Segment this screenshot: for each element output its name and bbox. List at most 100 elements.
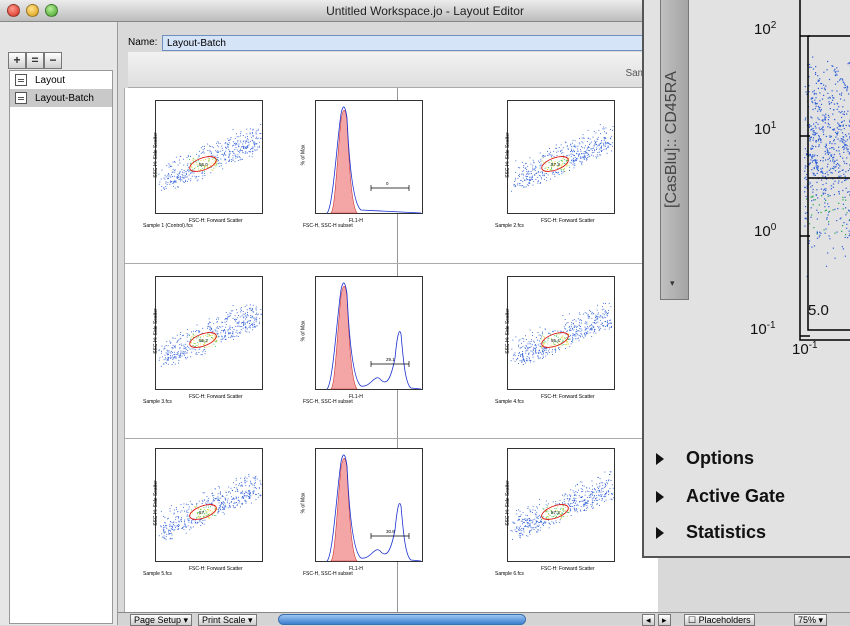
- scatter-point: [573, 140, 574, 141]
- scatter-point: [533, 350, 534, 351]
- scatter-point: [165, 186, 166, 187]
- scatter-point: [513, 523, 514, 524]
- y-axis-parameter-label[interactable]: [CasBlu]:: CD45RA: [663, 40, 687, 240]
- scatter-point: [588, 138, 589, 139]
- zoom-select[interactable]: 75% ▾: [794, 614, 827, 626]
- scatter-point: [813, 140, 814, 141]
- scatter-point: [193, 343, 194, 344]
- scatter-point: [569, 155, 570, 156]
- scatter-point: [573, 160, 574, 161]
- scatter-point: [226, 324, 227, 325]
- scatter-point: [598, 130, 599, 131]
- add-layout-button[interactable]: +: [8, 52, 26, 69]
- scatter-point: [567, 498, 568, 499]
- scatter-point: [816, 182, 817, 183]
- axis-selector[interactable]: [CasBlu]:: CD45RA ▾: [660, 0, 689, 300]
- scatter-point: [548, 518, 549, 519]
- scatter-point: [179, 355, 180, 356]
- scatter-point: [216, 164, 217, 165]
- scatter-point: [261, 495, 262, 496]
- scatter-point: [513, 355, 514, 356]
- scatter-point: [240, 141, 241, 142]
- scatter-point: [805, 167, 806, 168]
- scatter-point: [193, 331, 194, 332]
- scatter-point: [594, 141, 595, 142]
- scatter-point: [215, 515, 216, 516]
- scatter-point: [836, 75, 837, 76]
- scatter-point: [534, 348, 535, 349]
- scatter-point: [202, 501, 203, 502]
- plot-caption: Sample 1 (Control).fcs: [143, 223, 193, 229]
- layout-name-input[interactable]: [162, 35, 656, 51]
- scatter-point: [565, 171, 566, 172]
- layout-list-item[interactable]: Layout-Batch: [10, 89, 112, 107]
- scatter-point: [529, 180, 530, 181]
- options-disclosure[interactable]: Options: [656, 448, 754, 469]
- scatter-point: [588, 500, 589, 501]
- scroll-right-button[interactable]: ▸: [658, 614, 671, 626]
- scatter-point: [575, 498, 576, 499]
- scatter-point: [214, 515, 215, 516]
- remove-layout-button[interactable]: −: [44, 52, 62, 69]
- scatter-point: [556, 516, 557, 517]
- scatter-point: [518, 509, 519, 510]
- statistics-disclosure[interactable]: Statistics: [656, 522, 766, 543]
- scatter-point: [541, 518, 542, 519]
- scatter-point: [212, 339, 213, 340]
- placeholders-toggle[interactable]: ☐ Placeholders: [684, 614, 755, 626]
- scatter-point: [574, 155, 575, 156]
- scatter-point: [583, 153, 584, 154]
- scatter-point: [589, 330, 590, 331]
- scatter-point: [847, 149, 848, 150]
- scatter-point: [179, 160, 180, 161]
- print-scale-button[interactable]: Print Scale ▾: [198, 614, 257, 626]
- scatter-point: [221, 339, 222, 340]
- active-gate-disclosure[interactable]: Active Gate: [656, 486, 785, 507]
- cd45ra-dot-plot[interactable]: [798, 0, 850, 340]
- scatter-point: [544, 179, 545, 180]
- scatter-point: [539, 175, 540, 176]
- layout-list-item[interactable]: Layout: [10, 71, 112, 89]
- scroll-left-button[interactable]: ◂: [642, 614, 655, 626]
- scatter-point: [526, 179, 527, 180]
- scatter-point: [809, 140, 810, 141]
- scatter-point: [177, 354, 178, 355]
- scatter-point: [575, 140, 576, 141]
- scatter-point: [170, 533, 171, 534]
- scatter-point: [168, 358, 169, 359]
- scatter-point: [255, 478, 256, 479]
- scatter-point: [561, 166, 562, 167]
- scatter-point: [175, 181, 176, 182]
- duplicate-layout-button[interactable]: =: [26, 52, 44, 69]
- scatter-point: [581, 151, 582, 152]
- scatter-point: [515, 529, 516, 530]
- scatter-point: [186, 358, 187, 359]
- page-setup-button[interactable]: Page Setup ▾: [130, 614, 192, 626]
- scatter-point: [570, 145, 571, 146]
- scatter-point: [605, 146, 606, 147]
- scatter-point: [529, 177, 530, 178]
- horizontal-scrollbar[interactable]: [278, 614, 526, 625]
- scatter-point: [589, 156, 590, 157]
- scatter-point: [547, 151, 548, 152]
- scatter-point: [522, 521, 523, 522]
- scatter-point: [222, 496, 223, 497]
- scatter-point: [254, 146, 255, 147]
- scatter-point: [256, 137, 257, 138]
- scatter-point: [818, 212, 819, 213]
- scatter-point: [574, 319, 575, 320]
- scatter-point: [597, 156, 598, 157]
- scatter-point: [580, 481, 581, 482]
- chevron-down-icon[interactable]: ▾: [670, 278, 675, 289]
- scatter-point: [837, 123, 838, 124]
